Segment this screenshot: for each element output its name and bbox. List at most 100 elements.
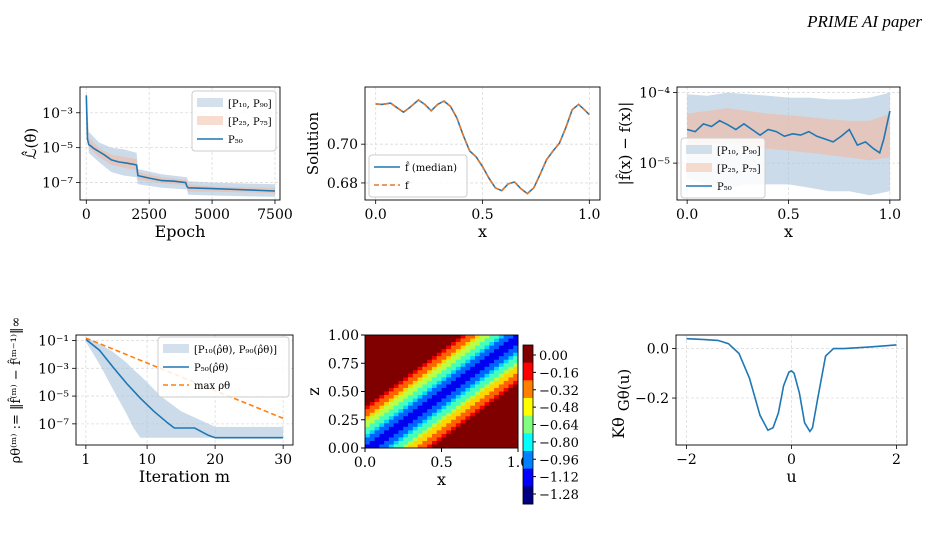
heatmap-cell — [441, 345, 447, 350]
heatmap-cell — [494, 345, 500, 350]
colorbar-segment — [523, 398, 533, 417]
heatmap-cell — [494, 380, 500, 385]
heatmap-cell — [460, 349, 466, 354]
heatmap-cell — [455, 402, 462, 407]
heatmap-cell — [427, 359, 433, 364]
heatmap-cell — [384, 356, 390, 361]
heatmap-cell — [503, 384, 509, 389]
heatmap-cell — [388, 430, 395, 435]
heatmap-cell — [494, 387, 500, 392]
heatmap-cell — [369, 402, 375, 407]
heatmap-cell — [470, 409, 476, 414]
heatmap-cell — [393, 338, 399, 343]
heatmap-cell — [431, 352, 438, 357]
heatmap-cell — [451, 409, 457, 414]
heatmap-cell — [446, 409, 452, 414]
heatmap-cell — [408, 356, 414, 361]
heatmap-cell — [498, 352, 505, 357]
heatmap-cell — [508, 387, 514, 392]
heatmap-cell — [451, 391, 457, 396]
heatmap-cell — [460, 419, 466, 424]
heatmap-cell — [427, 363, 433, 368]
heatmap-cell — [479, 398, 485, 403]
heatmap-cell — [470, 398, 476, 403]
heatmap-cell — [465, 437, 471, 442]
heatmap-cell — [513, 426, 519, 431]
heatmap-cell — [498, 349, 505, 354]
heatmap-cell — [489, 349, 495, 354]
heatmap-cell — [412, 338, 418, 343]
legend-swatch — [197, 98, 223, 107]
heatmap-cell — [498, 437, 505, 442]
heatmap-cell — [455, 380, 462, 385]
heatmap-cell — [489, 380, 495, 385]
heatmap-cell — [489, 423, 495, 428]
heatmap-cell — [374, 395, 380, 399]
heatmap-cell — [436, 402, 442, 407]
heatmap-cell — [408, 416, 414, 421]
heatmap-cell — [460, 387, 466, 392]
heatmap-cell — [403, 398, 409, 403]
heatmap-cell — [508, 398, 514, 403]
heatmap-cell — [498, 380, 505, 385]
heatmap-cell — [412, 419, 418, 424]
heatmap-cell — [422, 391, 428, 396]
heatmap-cell — [374, 433, 380, 438]
heatmap-cell — [436, 395, 442, 399]
heatmap-cell — [474, 377, 481, 382]
heatmap-cell — [503, 373, 509, 378]
heatmap-cell — [408, 423, 414, 428]
heatmap-cell — [384, 412, 390, 417]
heatmap-cell — [393, 395, 399, 399]
heatmap-cell — [446, 387, 452, 392]
heatmap-cell — [498, 370, 505, 375]
heatmap-cell — [422, 405, 428, 410]
heatmap-cell — [465, 416, 471, 421]
heatmap-cell — [365, 363, 371, 368]
heatmap-cell — [388, 345, 395, 350]
heatmap-cell — [412, 377, 418, 382]
heatmap-cell — [388, 426, 395, 431]
heatmap-cell — [384, 349, 390, 354]
heatmap-cell — [412, 412, 418, 417]
heatmap-cell — [489, 370, 495, 375]
heatmap-cell — [436, 359, 442, 364]
heatmap-cell — [408, 387, 414, 392]
band-series — [687, 108, 890, 161]
heatmap-cell — [441, 370, 447, 375]
heatmap-cell — [403, 377, 409, 382]
heatmap-cell — [422, 359, 428, 364]
heatmap-cell — [379, 366, 385, 371]
heatmap-cell — [470, 384, 476, 389]
heatmap-cell — [441, 412, 447, 417]
heatmap-cell — [374, 342, 380, 346]
heatmap-cell — [417, 419, 423, 424]
y-tick-label: 10⁻⁷ — [38, 417, 69, 433]
legend-swatch — [686, 145, 712, 154]
heatmap-cell — [384, 419, 390, 424]
heatmap-cell — [403, 395, 409, 399]
heatmap-cell — [460, 373, 466, 378]
heatmap-cell — [408, 430, 414, 435]
heatmap-cell — [422, 437, 428, 442]
heatmap-cell — [484, 416, 490, 421]
heatmap-cell — [408, 335, 414, 339]
heatmap-cell — [513, 363, 519, 368]
heatmap-cell — [379, 373, 385, 378]
heatmap-cell — [403, 338, 409, 343]
heatmap-cell — [465, 405, 471, 410]
heatmap-cell — [446, 373, 452, 378]
heatmap-cell — [460, 430, 466, 435]
heatmap-cell — [417, 373, 423, 378]
heatmap-cell — [393, 419, 399, 424]
heatmap-cell — [393, 380, 399, 385]
heatmap-cell — [479, 335, 485, 339]
heatmap-cell — [398, 335, 404, 339]
heatmap-cell — [441, 338, 447, 343]
heatmap-cell — [393, 430, 399, 435]
heatmap-cell — [513, 356, 519, 361]
heatmap-cell — [427, 380, 433, 385]
heatmap-cell — [484, 430, 490, 435]
heatmap-cell — [398, 359, 404, 364]
heatmap-cell — [427, 335, 433, 339]
